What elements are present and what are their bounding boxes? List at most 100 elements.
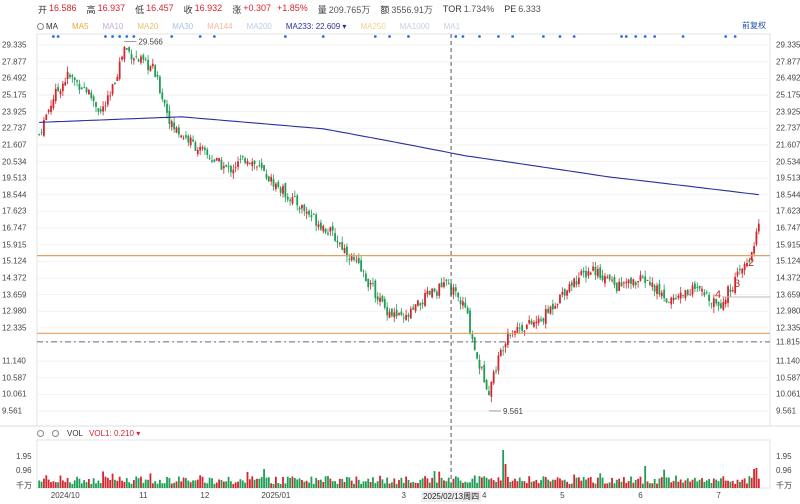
settings-icon[interactable] <box>37 429 44 437</box>
ma5-label[interactable]: MA5 <box>72 21 89 31</box>
candle-body <box>495 370 497 372</box>
ma-name[interactable]: MA <box>37 22 58 31</box>
ma233-readout[interactable]: MA233: 22.609 ▾ <box>285 21 347 31</box>
candle-body <box>601 275 604 281</box>
signal-dot <box>373 35 377 38</box>
candle-body <box>559 294 561 304</box>
zoom-icon[interactable] <box>52 429 59 437</box>
candle-body <box>670 297 673 305</box>
price-tick-label: 13.659 <box>2 290 27 300</box>
volume-bar <box>289 477 292 488</box>
volume-bar <box>485 477 488 488</box>
reference-tag-bg <box>0 335 34 348</box>
candle-body <box>279 187 282 193</box>
volume-bar <box>64 481 67 488</box>
volume-bar <box>563 479 566 488</box>
volume-bar <box>649 483 651 488</box>
candle-body <box>736 271 739 276</box>
volume-bar <box>554 479 557 488</box>
candle-body <box>189 137 192 146</box>
vol1-readout[interactable]: VOL1: 0.210 ▾ <box>89 428 141 438</box>
ma10-label[interactable]: MA10 <box>102 21 124 31</box>
volume-bar <box>251 476 254 488</box>
candle-body <box>338 242 341 245</box>
volume-bar <box>443 480 445 488</box>
volume-bar <box>189 482 192 488</box>
candle-body <box>192 139 194 142</box>
volume-bar <box>679 479 682 488</box>
volume-bar <box>466 482 469 488</box>
volume-bar <box>535 479 538 488</box>
volume-bar <box>651 483 654 488</box>
volume-bar <box>277 483 280 488</box>
candle-body <box>757 223 760 232</box>
volume-bar <box>421 478 424 488</box>
candle-body <box>260 162 263 169</box>
volume-bar <box>137 478 140 488</box>
ma144-label[interactable]: MA144 <box>207 21 233 31</box>
volume-bar <box>750 477 753 488</box>
price-tick-label: 25.175 <box>2 90 27 100</box>
volume-bar <box>80 483 83 488</box>
candle-body <box>625 281 628 284</box>
price-tick-label: 20.534 <box>776 157 800 167</box>
volume-bar <box>43 478 45 488</box>
volume-bar <box>147 479 149 488</box>
volume-bar <box>433 471 436 488</box>
candle-body <box>738 268 741 271</box>
candle-body <box>154 65 157 78</box>
candle-body <box>38 134 41 136</box>
price-tick-label: 16.747 <box>2 223 27 233</box>
volume-bar <box>379 475 381 488</box>
ma250-label[interactable]: MA250 <box>360 21 386 31</box>
volume-bar <box>185 478 187 488</box>
vol-name[interactable]: VOL <box>67 428 84 438</box>
candle-body <box>301 205 303 209</box>
volume-bar <box>248 479 251 488</box>
volume-bar <box>476 482 479 488</box>
ma1000-label[interactable]: MA1000 <box>399 21 430 31</box>
candle-body <box>644 276 647 284</box>
price-tick-label: 15.124 <box>776 256 800 266</box>
candle-body <box>383 298 386 308</box>
volume-bar <box>372 477 374 488</box>
volume-bar <box>111 473 114 488</box>
quote-bar: 开 16.586 高 16.937 低 16.457 收 16.932 涨 +0.307 +… <box>0 0 800 18</box>
volume-bar <box>559 478 561 488</box>
price-tick-label: 21.607 <box>776 140 800 150</box>
candle-body <box>121 56 123 60</box>
settings-icon[interactable] <box>37 22 44 30</box>
volume-bar <box>454 476 457 488</box>
volume-bar <box>341 478 344 488</box>
volume-bar <box>701 478 703 488</box>
volume-bar <box>76 476 78 488</box>
volume-bar <box>521 481 523 488</box>
volume-bar <box>589 477 592 488</box>
candle-body <box>540 319 542 321</box>
volume-bar <box>435 482 438 488</box>
open-quote: 开 16.586 <box>38 2 77 15</box>
volume-bar <box>220 480 223 488</box>
candle-body <box>196 150 199 154</box>
signal-dot <box>558 35 562 38</box>
volume-bar <box>594 483 597 488</box>
volume-bar <box>383 483 386 488</box>
candle-body <box>360 260 363 272</box>
volume-bar <box>177 476 180 488</box>
ma200-label[interactable]: MA200 <box>246 21 272 31</box>
volume-bar <box>637 478 639 488</box>
ma20-label[interactable]: MA20 <box>137 21 159 31</box>
volume-bar <box>99 483 102 488</box>
candle-body <box>426 290 429 295</box>
ma1-label[interactable]: MA1 <box>443 21 461 31</box>
candle-body <box>516 327 519 333</box>
volume-bar <box>357 479 360 488</box>
ma30-label[interactable]: MA30 <box>172 21 194 31</box>
volume-bar <box>73 480 76 488</box>
adjust-mode-button[interactable]: 前复权 <box>742 21 766 30</box>
volume-bar <box>173 482 176 488</box>
volume-bar <box>578 477 580 488</box>
volume-bar <box>407 479 410 488</box>
candle-body <box>521 325 523 331</box>
